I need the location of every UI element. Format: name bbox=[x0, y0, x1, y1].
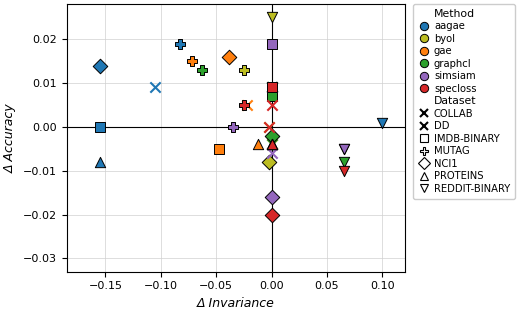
Point bbox=[267, 94, 276, 99]
Point bbox=[267, 41, 276, 46]
Point bbox=[265, 160, 274, 165]
Point bbox=[225, 54, 233, 59]
Y-axis label: Δ Accuracy: Δ Accuracy bbox=[4, 103, 17, 173]
Legend: Method, aagae, byol, gae, graphcl, simsiam, specloss, Dataset, COLLAB, DD, IMDB-: Method, aagae, byol, gae, graphcl, simsi… bbox=[413, 4, 515, 199]
Point bbox=[243, 102, 251, 107]
Point bbox=[267, 85, 276, 90]
Point bbox=[267, 142, 276, 147]
Point bbox=[378, 120, 386, 125]
Point bbox=[340, 160, 348, 165]
Point bbox=[267, 142, 276, 147]
Point bbox=[240, 68, 248, 73]
Point bbox=[267, 102, 276, 107]
Point bbox=[267, 133, 276, 138]
Point bbox=[215, 146, 224, 151]
Point bbox=[267, 212, 276, 217]
Point bbox=[267, 142, 276, 147]
Point bbox=[267, 85, 276, 90]
Point bbox=[96, 124, 104, 129]
Point bbox=[265, 124, 274, 129]
Point bbox=[151, 85, 160, 90]
Point bbox=[267, 142, 276, 147]
Point bbox=[240, 102, 248, 107]
Point bbox=[267, 142, 276, 147]
Point bbox=[340, 168, 348, 173]
Point bbox=[96, 63, 104, 68]
X-axis label: Δ Invariance: Δ Invariance bbox=[197, 297, 275, 310]
Point bbox=[198, 68, 206, 73]
Point bbox=[267, 85, 276, 90]
Point bbox=[267, 195, 276, 200]
Point bbox=[175, 41, 184, 46]
Point bbox=[265, 124, 274, 129]
Point bbox=[267, 94, 276, 99]
Point bbox=[188, 59, 196, 64]
Point bbox=[267, 85, 276, 90]
Point bbox=[267, 15, 276, 20]
Point bbox=[254, 142, 263, 147]
Point bbox=[267, 142, 276, 147]
Point bbox=[340, 146, 348, 151]
Point bbox=[340, 146, 348, 151]
Point bbox=[96, 160, 104, 165]
Point bbox=[229, 124, 237, 129]
Point bbox=[267, 85, 276, 90]
Point bbox=[267, 151, 276, 156]
